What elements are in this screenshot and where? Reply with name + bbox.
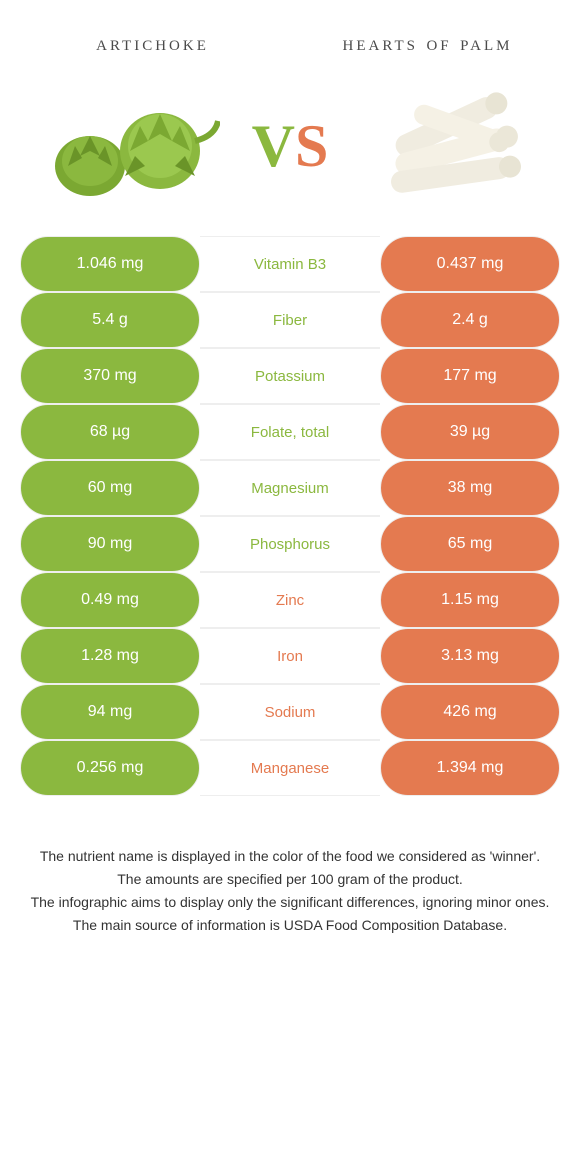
left-value: 94 mg bbox=[20, 684, 200, 740]
left-value: 0.49 mg bbox=[20, 572, 200, 628]
left-value: 5.4 g bbox=[20, 292, 200, 348]
table-row: 94 mgSodium426 mg bbox=[20, 684, 560, 740]
nutrient-name: Vitamin B3 bbox=[200, 236, 380, 292]
footer-line-3: The infographic aims to display only the… bbox=[30, 892, 550, 913]
right-value: 0.437 mg bbox=[380, 236, 560, 292]
nutrient-name: Phosphorus bbox=[200, 516, 380, 572]
right-value: 1.15 mg bbox=[380, 572, 560, 628]
footer-line-2: The amounts are specified per 100 gram o… bbox=[30, 869, 550, 890]
left-value: 1.28 mg bbox=[20, 628, 200, 684]
nutrient-name: Folate, total bbox=[200, 404, 380, 460]
right-food-title: hearts of palm bbox=[315, 30, 540, 56]
left-value: 370 mg bbox=[20, 348, 200, 404]
hearts-of-palm-image bbox=[360, 86, 540, 206]
right-value: 39 µg bbox=[380, 404, 560, 460]
left-value: 90 mg bbox=[20, 516, 200, 572]
table-row: 0.256 mgManganese1.394 mg bbox=[20, 740, 560, 796]
vs-s: S bbox=[295, 113, 328, 179]
left-food-title: artichoke bbox=[40, 30, 265, 56]
header: artichoke hearts of palm bbox=[20, 20, 560, 86]
table-row: 68 µgFolate, total39 µg bbox=[20, 404, 560, 460]
footer-notes: The nutrient name is displayed in the co… bbox=[20, 796, 560, 936]
right-value: 3.13 mg bbox=[380, 628, 560, 684]
table-row: 370 mgPotassium177 mg bbox=[20, 348, 560, 404]
nutrient-name: Iron bbox=[200, 628, 380, 684]
nutrition-table: 1.046 mgVitamin B30.437 mg5.4 gFiber2.4 … bbox=[20, 236, 560, 796]
left-value: 0.256 mg bbox=[20, 740, 200, 796]
nutrient-name: Magnesium bbox=[200, 460, 380, 516]
left-value: 1.046 mg bbox=[20, 236, 200, 292]
table-row: 1.28 mgIron3.13 mg bbox=[20, 628, 560, 684]
left-value: 60 mg bbox=[20, 460, 200, 516]
vs-v: V bbox=[252, 113, 295, 179]
nutrient-name: Fiber bbox=[200, 292, 380, 348]
right-value: 2.4 g bbox=[380, 292, 560, 348]
nutrient-name: Sodium bbox=[200, 684, 380, 740]
table-row: 1.046 mgVitamin B30.437 mg bbox=[20, 236, 560, 292]
right-value: 65 mg bbox=[380, 516, 560, 572]
table-row: 5.4 gFiber2.4 g bbox=[20, 292, 560, 348]
nutrient-name: Zinc bbox=[200, 572, 380, 628]
right-value: 1.394 mg bbox=[380, 740, 560, 796]
vs-label: VS bbox=[252, 112, 329, 181]
right-value: 38 mg bbox=[380, 460, 560, 516]
images-row: VS bbox=[20, 86, 560, 236]
right-value: 177 mg bbox=[380, 348, 560, 404]
footer-line-4: The main source of information is USDA F… bbox=[30, 915, 550, 936]
table-row: 90 mgPhosphorus65 mg bbox=[20, 516, 560, 572]
table-row: 0.49 mgZinc1.15 mg bbox=[20, 572, 560, 628]
artichoke-image bbox=[40, 86, 220, 206]
left-value: 68 µg bbox=[20, 404, 200, 460]
footer-line-1: The nutrient name is displayed in the co… bbox=[30, 846, 550, 867]
right-value: 426 mg bbox=[380, 684, 560, 740]
nutrient-name: Potassium bbox=[200, 348, 380, 404]
nutrient-name: Manganese bbox=[200, 740, 380, 796]
table-row: 60 mgMagnesium38 mg bbox=[20, 460, 560, 516]
